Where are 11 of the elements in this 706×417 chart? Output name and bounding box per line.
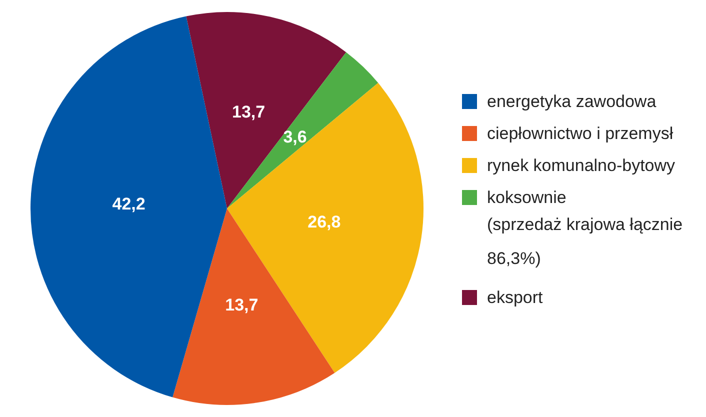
data-label: 3,6: [283, 127, 307, 146]
text: (sprzedaż krajowa łącznie 86,3%): [487, 214, 684, 270]
data-label: 13,7: [225, 295, 258, 314]
legend-label: ciepłownictwo i przemysł: [487, 124, 674, 143]
data-label: 13,7: [232, 102, 266, 122]
legend-label: eksport: [487, 288, 543, 307]
legend-label: energetyka zawodowa: [487, 92, 656, 111]
data-label: 42,2: [112, 194, 146, 214]
legend-label: rynek komunalno-bytowy: [487, 156, 676, 175]
data-label: 26,8: [308, 212, 341, 232]
legend-label: koksownie: [487, 188, 566, 207]
